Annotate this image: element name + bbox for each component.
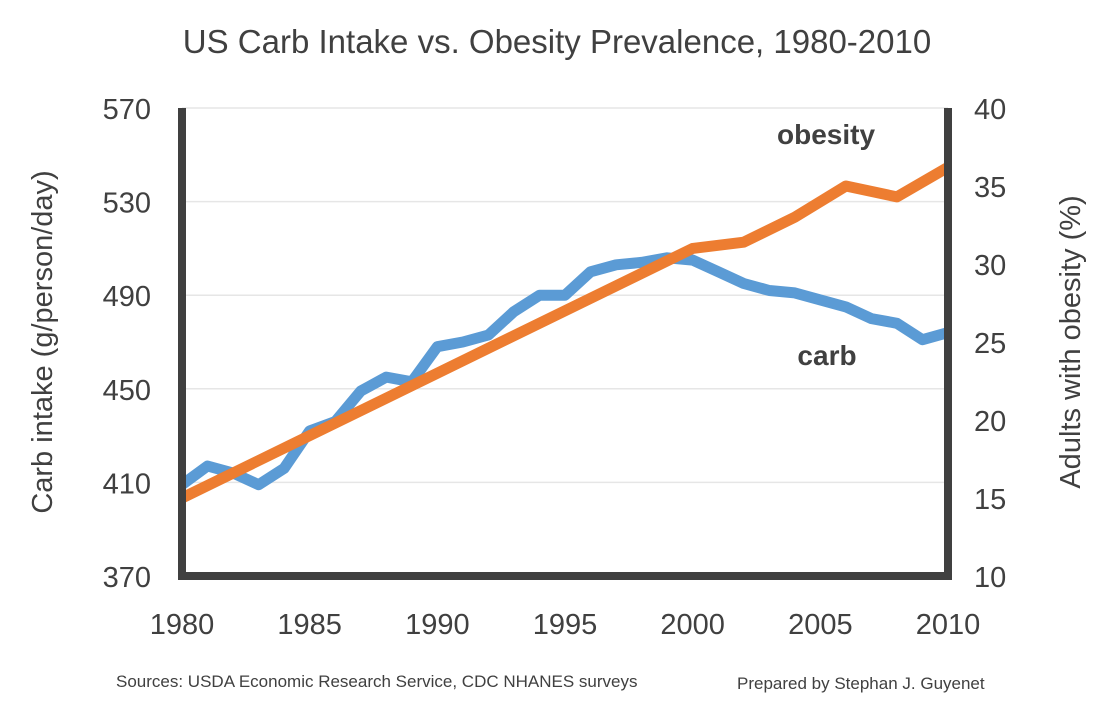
y2-tick-label-1: 15: [974, 484, 1006, 516]
series-lines: [178, 162, 951, 503]
y2-tick-label-0: 10: [974, 562, 1006, 594]
obesity-line: [179, 162, 951, 503]
obesity-series-label: obesity: [777, 119, 875, 150]
y2-tick-label-6: 40: [974, 94, 1006, 126]
x-tick-label-0: 1980: [150, 609, 215, 641]
x-tick-labels: 1980 1985 1990 1995 2000 2005 2010: [150, 609, 981, 641]
x-tick-label-2: 1990: [405, 609, 470, 641]
y-tick-label-4: 530: [103, 188, 151, 220]
left-y-axis-label: Carb intake (g/person/day): [27, 170, 59, 513]
sources-note: Sources: USDA Economic Research Service,…: [116, 672, 638, 691]
author-note: Prepared by Stephan J. Guyenet: [737, 674, 985, 693]
y2-tick-label-4: 30: [974, 250, 1006, 282]
y2-tick-label-2: 20: [974, 406, 1006, 438]
left-y-tick-labels: 370 410 450 490 530 570: [103, 94, 151, 594]
carb-series-label: carb: [797, 340, 856, 371]
right-y-tick-labels: 10 15 20 25 30 35 40: [974, 94, 1006, 594]
y-tick-label-2: 450: [103, 375, 151, 407]
carb-line: [178, 252, 950, 491]
x-tick-label-5: 2005: [788, 609, 853, 641]
y-tick-label-3: 490: [103, 281, 151, 313]
right-y-axis-label: Adults with obesity (%): [1055, 195, 1087, 488]
x-tick-label-1: 1985: [277, 609, 342, 641]
y-tick-label-1: 410: [103, 468, 151, 500]
x-tick-label-4: 2000: [660, 609, 725, 641]
y-tick-label-0: 370: [103, 562, 151, 594]
chart-title: US Carb Intake vs. Obesity Prevalence, 1…: [183, 23, 931, 60]
x-tick-label-3: 1995: [533, 609, 598, 641]
y2-tick-label-3: 25: [974, 328, 1006, 360]
y2-tick-label-5: 35: [974, 172, 1006, 204]
x-tick-label-6: 2010: [916, 609, 981, 641]
y-tick-label-5: 570: [103, 94, 151, 126]
